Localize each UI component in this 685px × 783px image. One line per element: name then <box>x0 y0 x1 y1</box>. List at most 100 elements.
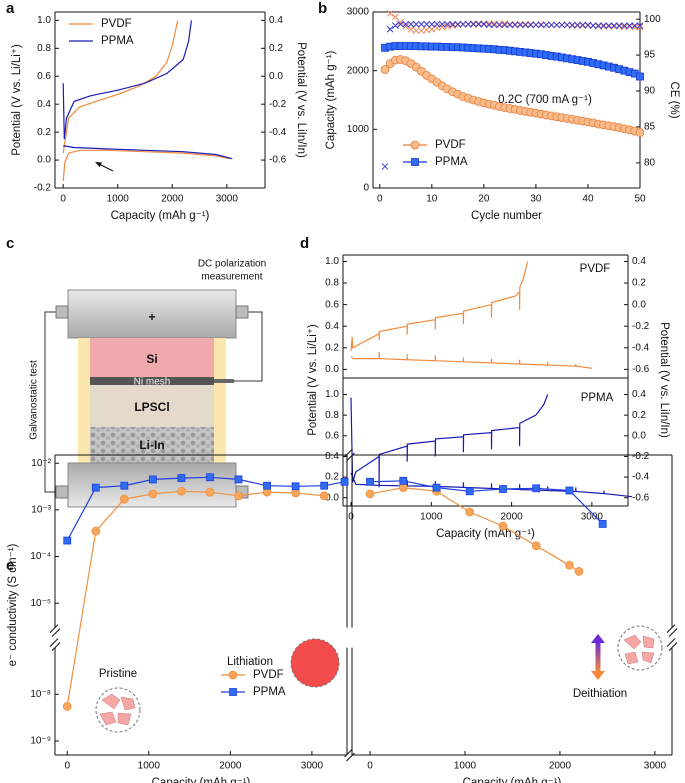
y2-tick-label: -0.4 <box>269 127 287 138</box>
y2-tick-label: -0.2 <box>269 99 287 110</box>
data-point <box>91 483 100 492</box>
data-point <box>148 475 157 484</box>
data-point <box>568 21 576 29</box>
arrow-head <box>591 671 605 680</box>
y-tick-label: 0.0 <box>325 492 339 503</box>
data-point <box>574 21 581 29</box>
x-tick-label: 30 <box>530 194 542 205</box>
data-point <box>501 21 509 29</box>
data-point <box>465 487 474 496</box>
x-tick-label: 0 <box>60 194 66 205</box>
data-point <box>386 10 394 17</box>
x-tick-label: 40 <box>582 194 594 205</box>
data-point <box>548 21 555 29</box>
data-point <box>490 21 498 29</box>
panel-label: d <box>300 235 309 252</box>
data-point <box>428 20 436 28</box>
data-point <box>205 487 215 497</box>
y-tick-label: 10⁻⁹ <box>30 736 51 747</box>
annotation: Deithiation <box>573 688 627 700</box>
series-line <box>66 490 325 707</box>
data-point <box>574 567 584 576</box>
data-point <box>234 491 243 501</box>
delithiation-icon <box>617 625 663 671</box>
lpscl-layer <box>90 385 214 427</box>
lpscl-label: LPSCl <box>134 400 169 414</box>
y-tick-label: 0.8 <box>325 410 339 421</box>
y2-axis-label: Potential (V vs. LiIn/In) <box>295 42 307 158</box>
y-tick-label: -0.2 <box>34 183 52 194</box>
data-point <box>399 476 408 485</box>
panel-label: c <box>6 235 14 252</box>
x-tick-label: 10 <box>426 194 438 205</box>
data-point <box>386 25 394 33</box>
data-point <box>320 481 329 490</box>
legend-label: PPMA <box>435 156 468 168</box>
arrow-head <box>591 634 605 643</box>
y2-tick-label: 0.4 <box>269 15 283 26</box>
change-arrow <box>591 634 605 680</box>
x-tick-label: 0 <box>367 761 373 772</box>
data-point <box>91 526 101 536</box>
axis-break <box>344 748 355 762</box>
y-axis-label: Potential (V vs. Li/Li⁺) <box>307 324 319 436</box>
legend-marker <box>411 158 419 166</box>
plus-label: + <box>148 310 155 324</box>
y-tick-label: 0.2 <box>325 472 339 483</box>
data-point <box>148 489 158 499</box>
data-point <box>366 477 374 486</box>
data-point <box>636 23 644 31</box>
data-point <box>407 20 415 28</box>
data-point <box>531 541 541 551</box>
li-in-label: Li-In <box>139 438 164 452</box>
y2-axis-label: Potential (V vs. LiIn/In) <box>658 322 670 438</box>
data-point <box>465 507 475 517</box>
series-line <box>369 480 604 525</box>
data-point <box>459 20 467 28</box>
data-point <box>631 22 639 30</box>
data-point <box>392 22 399 30</box>
arrow-head <box>95 162 102 167</box>
data-point <box>120 481 129 490</box>
y2-tick-label: 0.2 <box>632 278 646 289</box>
data-point <box>565 560 574 570</box>
y-tick-label: 10⁻³ <box>31 505 51 516</box>
arrow-shaft <box>595 642 601 672</box>
cell-diagram: + - Si Ni mesh LPSCl Li-In DC polarizati… <box>29 259 266 508</box>
data-point <box>397 18 404 26</box>
x-axis-label: Capacity (mAh g⁻¹) <box>152 777 251 783</box>
y-tick-label: 0.6 <box>325 430 339 441</box>
icon-particles <box>99 693 136 726</box>
y2-tick-label: 80 <box>644 157 656 168</box>
bolt <box>55 305 69 319</box>
y-tick-label: 0.4 <box>37 99 51 110</box>
y2-tick-label: 0.0 <box>632 430 646 441</box>
y2-tick-label: 90 <box>644 86 656 97</box>
data-point <box>496 21 503 29</box>
legend-label: PVDF <box>435 139 466 151</box>
data-point <box>542 21 550 29</box>
data-point <box>598 520 607 528</box>
data-point <box>615 22 623 30</box>
data-point <box>381 163 389 170</box>
y2-tick-label: 0.2 <box>632 410 646 421</box>
data-point <box>563 21 571 29</box>
axis-break <box>49 638 61 651</box>
y-tick-label: 1.0 <box>37 15 51 26</box>
x-tick-label: 2000 <box>500 512 523 523</box>
data-point <box>558 21 566 29</box>
data-point <box>412 27 420 35</box>
y-tick-label: 0.4 <box>325 321 339 332</box>
data-point <box>532 484 541 493</box>
legend-label: PVDF <box>253 669 284 681</box>
annotation: Lithiation <box>227 656 273 668</box>
data-point <box>499 485 507 493</box>
y-tick-label: 0.6 <box>37 71 51 82</box>
dc-label: DC polarization <box>198 259 266 270</box>
legend-marker <box>410 140 420 150</box>
y-tick-label: 2000 <box>347 65 370 76</box>
y2-tick-label: 0.0 <box>632 299 646 310</box>
data-point <box>438 20 446 28</box>
x-axis-label: Capacity (mAh g⁻¹) <box>436 528 535 540</box>
